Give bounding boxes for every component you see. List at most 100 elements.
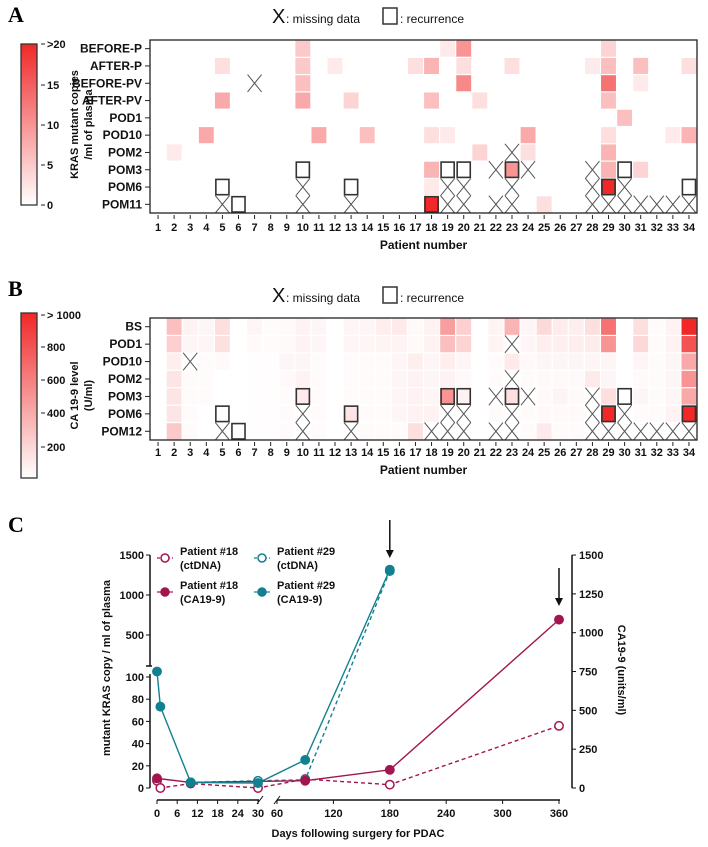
legend-label: (CA19-9) xyxy=(277,594,323,606)
recurrence-box xyxy=(231,422,246,440)
heatmap-cell xyxy=(520,370,536,388)
row-label: POD1 xyxy=(109,111,142,125)
x-tick-label: 12 xyxy=(191,808,203,820)
heatmap-cell xyxy=(424,92,439,109)
x-tick-label: 4 xyxy=(203,447,210,459)
missing-x-mark xyxy=(440,404,456,423)
x-tick-label: 8 xyxy=(268,222,274,234)
heatmap-cell xyxy=(681,318,697,335)
heatmap-cell xyxy=(488,336,504,353)
x-tick-label: 240 xyxy=(437,808,455,820)
missing-x-mark xyxy=(214,422,230,441)
colorbar-tick-label: 200 xyxy=(47,442,65,454)
heatmap-cell xyxy=(440,388,456,405)
heatmap-cell xyxy=(520,336,536,353)
heatmap-cell xyxy=(681,388,697,405)
heatmap-cell xyxy=(311,388,327,405)
heatmap-cell xyxy=(279,336,295,353)
heatmap-cell xyxy=(552,318,568,335)
heatmap-cell xyxy=(311,336,327,353)
recurrence-box xyxy=(440,387,455,405)
colorbar-tick-label: 5 xyxy=(47,160,53,172)
x-axis-title: Patient number xyxy=(380,463,468,477)
missing-x-mark xyxy=(488,160,504,179)
heatmap-cell xyxy=(633,370,649,388)
y-left-axis-title: mutant KRAS copy / ml of plasma xyxy=(101,579,113,756)
heatmap-cell xyxy=(633,353,649,370)
x-tick-label: 12 xyxy=(329,447,341,459)
colorbar-tick-label: 0 xyxy=(47,200,53,212)
missing-x-mark xyxy=(295,195,311,214)
row-label: POM2 xyxy=(108,372,142,386)
plot-frame xyxy=(149,39,698,214)
heatmap-cell xyxy=(601,179,616,196)
heatmap-cell xyxy=(649,370,665,388)
y-right-tick-label: 500 xyxy=(579,705,597,717)
y-right-tick-label: 0 xyxy=(579,783,585,795)
heatmap-cell xyxy=(295,353,311,370)
heatmap-cell xyxy=(681,370,697,388)
row-label: POD1 xyxy=(109,337,142,351)
row-label: BS xyxy=(125,320,142,334)
heatmap-cell xyxy=(440,370,456,388)
missing-x-mark xyxy=(584,195,600,214)
heatmap-cell xyxy=(601,370,616,388)
heatmap-cell xyxy=(665,127,681,144)
heatmap-cell xyxy=(247,318,263,335)
x-tick-label: 14 xyxy=(361,447,374,459)
data-point xyxy=(253,778,263,788)
heatmap-cell xyxy=(375,405,391,422)
heatmap-cell xyxy=(311,318,327,335)
heatmap-cell xyxy=(552,405,568,422)
heatmap-cell xyxy=(311,405,327,422)
missing-x-mark xyxy=(424,422,439,441)
row-label: POD10 xyxy=(103,128,143,142)
x-tick-label: 22 xyxy=(490,222,502,234)
row-label: AFTER-PV xyxy=(82,94,142,108)
heatmap-cell xyxy=(424,57,439,74)
missing-x-mark xyxy=(617,422,633,441)
heatmap-cell xyxy=(456,370,472,388)
heatmap-cell xyxy=(536,336,552,353)
heatmap-cell xyxy=(263,423,279,440)
missing-x-mark xyxy=(456,422,472,441)
y-right-tick-label: 750 xyxy=(579,667,597,679)
heatmap-cell xyxy=(552,388,568,405)
heatmap-cell xyxy=(198,336,214,353)
x-tick-label: 7 xyxy=(252,447,258,459)
missing-x-mark xyxy=(504,369,520,389)
missing-x-mark xyxy=(343,422,359,441)
heatmap-cell xyxy=(536,423,552,440)
x-tick-label: 34 xyxy=(683,222,696,234)
heatmap-cell xyxy=(520,144,536,161)
data-point xyxy=(155,701,166,712)
heatmap-cell xyxy=(391,405,407,422)
heatmap-cell xyxy=(504,388,520,405)
heatmap-cell xyxy=(649,318,665,335)
heatmap-cell xyxy=(488,318,504,335)
x-tick-label: 11 xyxy=(313,222,325,234)
x-tick-label: 1 xyxy=(155,222,161,234)
missing-x-mark xyxy=(520,387,536,406)
heatmap-cell xyxy=(456,40,472,57)
heatmap-cell xyxy=(359,388,375,405)
heatmap-cell xyxy=(343,353,359,370)
heatmap-cell xyxy=(182,370,198,388)
heatmap-cell xyxy=(214,353,230,370)
heatmap-cell xyxy=(247,353,263,370)
missing-x-mark xyxy=(456,404,472,423)
data-point xyxy=(300,754,311,765)
heatmap-cell xyxy=(343,405,359,422)
legend-label: Patient #29 xyxy=(277,580,335,592)
heatmap-cell xyxy=(263,336,279,353)
colorbar-tick-label: 800 xyxy=(47,342,65,354)
missing-x-mark xyxy=(584,178,600,197)
x-tick-label: 29 xyxy=(602,447,614,459)
x-tick-label: 7 xyxy=(252,222,258,234)
heatmap-cell xyxy=(295,40,311,57)
missing-x-mark xyxy=(488,387,504,406)
recurrence-box xyxy=(504,387,520,405)
x-tick-label: 5 xyxy=(219,222,225,234)
heatmap-cell xyxy=(649,388,665,405)
recurrence-box xyxy=(343,405,359,423)
